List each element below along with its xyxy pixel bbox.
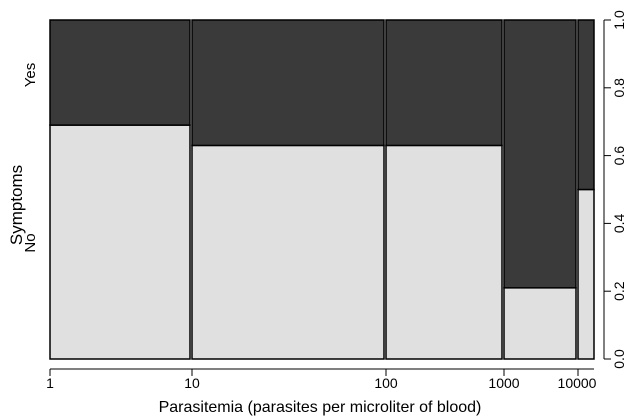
spine-bar-yes-3 <box>385 19 503 147</box>
y-tick-label-0.6: 0.6 <box>611 146 627 166</box>
spine-bar-no-1 <box>49 124 191 360</box>
y-category-labels: No Yes <box>22 63 39 253</box>
spine-bar-no-5 <box>577 188 595 360</box>
x-tick-label-1: 1 <box>46 375 54 391</box>
y-axis-title: Symptoms <box>7 165 26 245</box>
y-tick-label-0.8: 0.8 <box>611 78 627 98</box>
x-tick-label-1000: 1000 <box>488 375 519 391</box>
x-tick-label-10000: 10000 <box>558 375 597 391</box>
y-category-label-no: No <box>22 233 39 252</box>
spine-bar-no-2 <box>191 144 385 360</box>
y-tick-label-0.2: 0.2 <box>611 281 627 301</box>
y-category-label-yes: Yes <box>22 63 39 87</box>
spine-bar-yes-1 <box>49 19 191 126</box>
spine-bar-no-4 <box>503 287 577 360</box>
spine-bars <box>49 19 595 360</box>
y-tick-label-0.4: 0.4 <box>611 213 627 233</box>
x-axis: 1 10 100 1000 10000 <box>46 368 597 391</box>
y-tick-label-0.0: 0.0 <box>611 349 627 369</box>
spine-bar-yes-5 <box>577 19 595 191</box>
x-axis-title: Parasitemia (parasites per microliter of… <box>159 399 482 416</box>
y-tick-label-1.0: 1.0 <box>611 10 627 30</box>
y-axis-right: 0.0 0.2 0.4 0.6 0.8 1.0 <box>603 10 627 369</box>
spine-bar-no-3 <box>385 144 503 360</box>
spine-bar-yes-2 <box>191 19 385 147</box>
x-tick-label-100: 100 <box>374 375 398 391</box>
spine-bar-yes-4 <box>503 19 577 289</box>
x-tick-label-10: 10 <box>184 375 200 391</box>
